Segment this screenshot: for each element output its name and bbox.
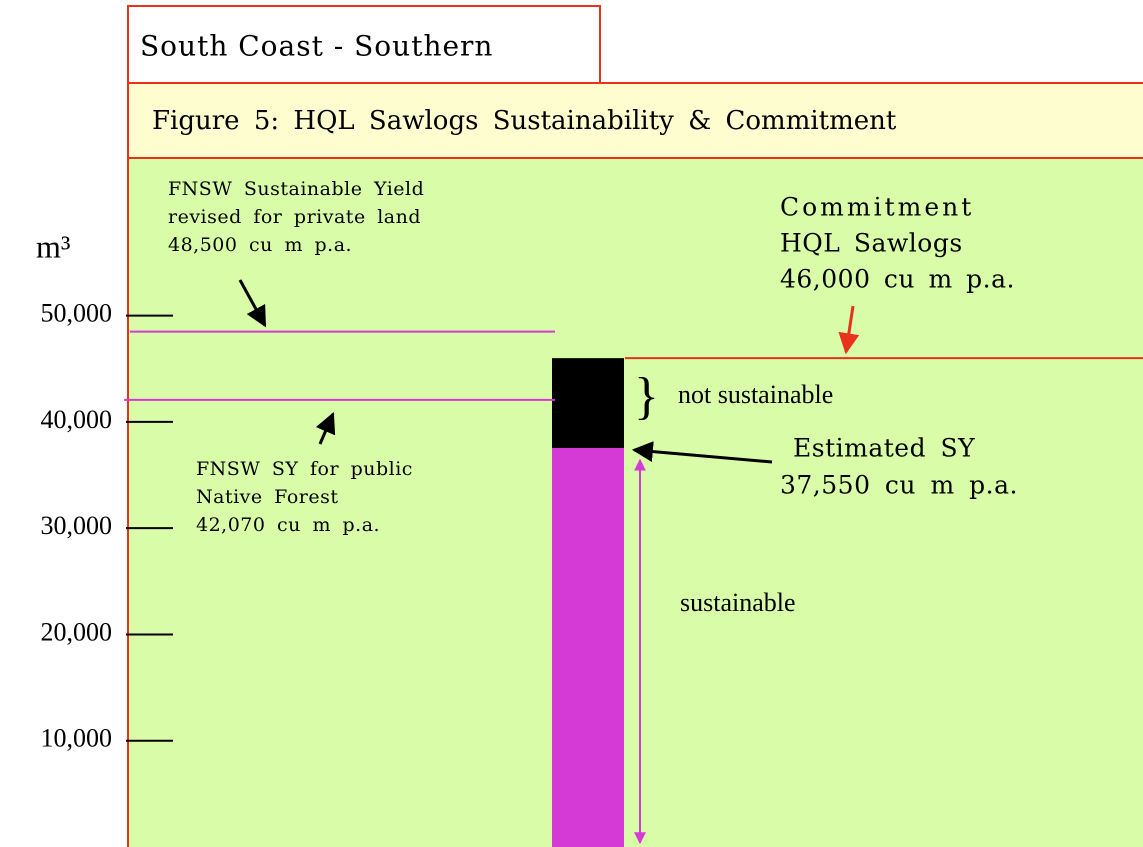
annotation-text: 48,500 cu m p.a. [168,234,352,256]
bar-segment [552,358,624,448]
header: South Coast - Southern [140,30,493,63]
annotation-text: FNSW SY for public [196,458,413,480]
annotation-text: Estimated SY [793,434,975,463]
series-label: sustainable [680,588,796,617]
y-tick-label: 10,000 [41,724,113,753]
header-box [127,5,601,84]
chart-title: Figure 5: HQL Sawlogs Sustainability & C… [152,106,897,136]
annotation-text: HQL Sawlogs [780,229,963,258]
annotation-text: FNSW Sustainable Yield [168,178,424,200]
annotation-text: 42,070 cu m p.a. [196,514,380,536]
y-tick-label: 20,000 [41,617,113,646]
annotation-arrow [631,441,773,464]
y-tick-label: 40,000 [41,405,113,434]
annotation-arrow [315,411,336,445]
annotation-arrow [838,305,860,355]
annotation-arrow [238,279,267,328]
annotation-text: 46,000 cu m p.a. [780,265,1015,294]
title-band [127,82,1143,159]
y-tick-label: 30,000 [41,511,113,540]
y-axis-label: m³ [36,228,70,264]
brace: } [634,368,659,425]
annotation-text: revised for private land [168,206,421,228]
annotation-text: 37,550 cu m p.a. [780,471,1018,500]
bar-segment [552,447,624,847]
y-tick-label: 50,000 [41,299,113,328]
annotation-text: Native Forest [196,486,338,508]
annotation-text: Commitment [780,193,974,222]
series-label: not sustainable [678,380,833,409]
